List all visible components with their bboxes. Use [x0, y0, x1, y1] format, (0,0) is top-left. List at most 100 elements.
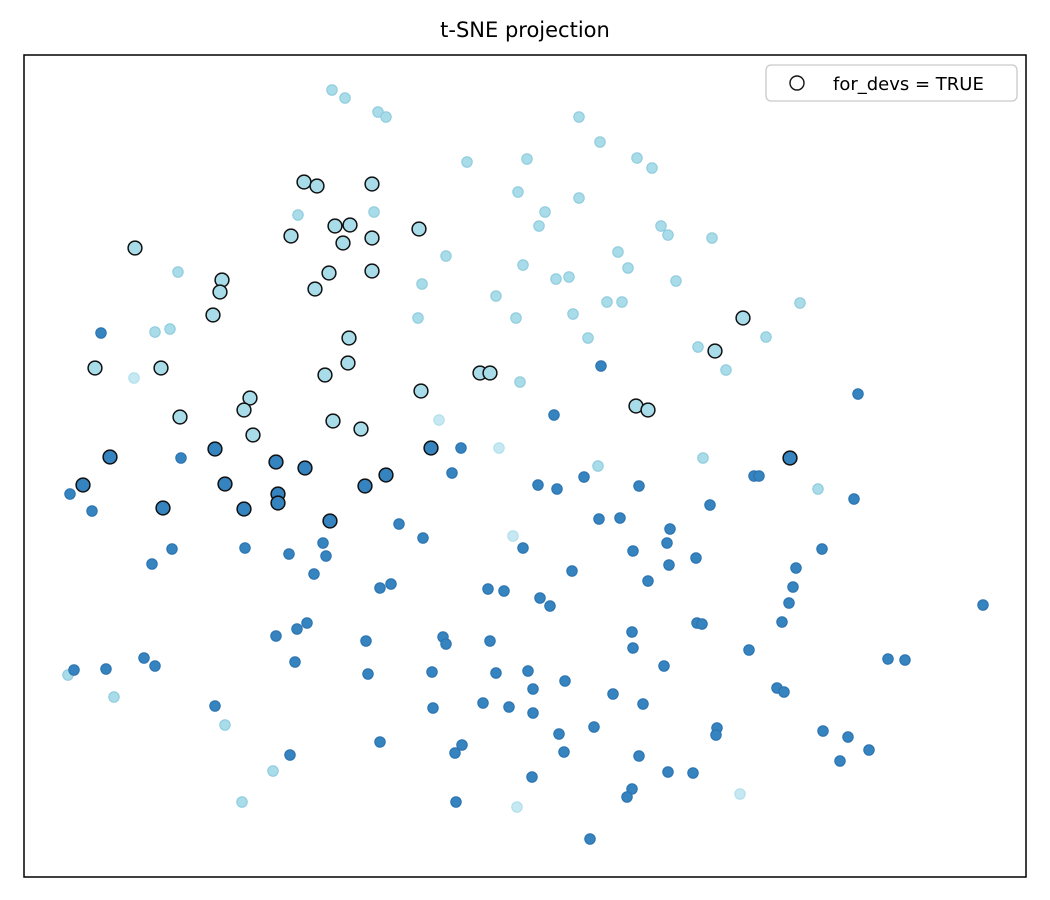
scatter-point-for-devs-true [75, 477, 91, 493]
scatter-point [812, 483, 824, 495]
scatter-point [595, 360, 607, 372]
scatter-point [622, 262, 634, 274]
scatter-point [588, 721, 600, 733]
scatter-point [209, 700, 221, 712]
scatter-point [544, 600, 556, 612]
scatter-point [283, 548, 295, 560]
scatter-point [863, 744, 875, 756]
scatter-point [573, 192, 585, 204]
scatter-point [790, 562, 802, 574]
scatter-point [633, 480, 645, 492]
scatter-point [360, 635, 372, 647]
scatter-point [637, 698, 649, 710]
scatter-point [527, 707, 539, 719]
scatter-point [292, 209, 304, 221]
scatter-point [593, 513, 605, 525]
scatter-point [662, 766, 674, 778]
scatter-point [477, 697, 489, 709]
scatter-point [484, 635, 496, 647]
scatter-point [284, 749, 296, 761]
scatter-point [692, 341, 704, 353]
scatter-point [567, 308, 579, 320]
scatter-point-for-devs-true [283, 228, 299, 244]
scatter-point [697, 452, 709, 464]
scatter-point-for-devs-true [342, 217, 358, 233]
scatter-point [416, 278, 428, 290]
scatter-point [308, 568, 320, 580]
scatter-point [433, 414, 445, 426]
scatter-point [882, 653, 894, 665]
scatter-point [108, 691, 120, 703]
scatter-point-for-devs-true [236, 501, 252, 517]
scatter-point [68, 664, 80, 676]
scatter-point [592, 460, 604, 472]
scatter-point [661, 537, 673, 549]
scatter-point [627, 545, 639, 557]
scatter-point-for-devs-true [207, 441, 223, 457]
scatter-point [146, 558, 158, 570]
scatter-point [704, 499, 716, 511]
scatter-point-for-devs-true [735, 310, 751, 326]
scatter-point [658, 660, 670, 672]
scatter-point [385, 578, 397, 590]
plot-frame [23, 54, 1027, 878]
scatter-point-for-devs-true [321, 265, 337, 281]
scatter-point [533, 220, 545, 232]
scatter-point [787, 581, 799, 593]
scatter-point [490, 667, 502, 679]
scatter-point [138, 652, 150, 664]
scatter-point [498, 585, 510, 597]
scatter-point-for-devs-true [340, 355, 356, 371]
scatter-point-for-devs-true [153, 360, 169, 376]
scatter-point [455, 442, 467, 454]
scatter-point [412, 312, 424, 324]
scatter-point [446, 467, 458, 479]
scatter-point [616, 296, 628, 308]
scatter-point [550, 273, 562, 285]
scatter-point [507, 530, 519, 542]
scatter-point [743, 644, 755, 656]
scatter-point [522, 665, 534, 677]
scatter-point-for-devs-true [127, 240, 143, 256]
scatter-point [239, 542, 251, 554]
scatter-point [456, 739, 468, 751]
scatter-point [374, 736, 386, 748]
scatter-point [219, 719, 231, 731]
scatter-point [539, 206, 551, 218]
scatter-point [490, 290, 502, 302]
scatter-point [631, 152, 643, 164]
scatter-point-for-devs-true [268, 454, 284, 470]
scatter-point [706, 232, 718, 244]
scatter-points [62, 84, 989, 845]
scatter-point [720, 364, 732, 376]
scatter-point-for-devs-true [87, 360, 103, 376]
scatter-point [778, 686, 790, 698]
scatter-point [164, 323, 176, 335]
scatter-point [621, 791, 633, 803]
scatter-point [594, 136, 606, 148]
scatter-point [517, 542, 529, 554]
scatter-point [734, 788, 746, 800]
scatter-point-for-devs-true [482, 365, 498, 381]
scatter-point-for-devs-true [364, 230, 380, 246]
scatter-point [642, 575, 654, 587]
scatter-point [427, 702, 439, 714]
scatter-point [534, 592, 546, 604]
scatter-point [175, 452, 187, 464]
scatter-point [612, 246, 624, 258]
scatter-point [977, 599, 989, 611]
scatter-point [582, 332, 594, 344]
scatter-point-for-devs-true [270, 495, 286, 511]
scatter-point-for-devs-true [245, 427, 261, 443]
scatter-point-for-devs-true [423, 440, 439, 456]
scatter-point [760, 331, 772, 343]
scatter-point [664, 523, 676, 535]
scatter-point [100, 663, 112, 675]
scatter-point [95, 327, 107, 339]
scatter-point [380, 111, 392, 123]
scatter-point [368, 206, 380, 218]
scatter-point [149, 326, 161, 338]
scatter-point [710, 729, 722, 741]
scatter-point [461, 156, 473, 168]
